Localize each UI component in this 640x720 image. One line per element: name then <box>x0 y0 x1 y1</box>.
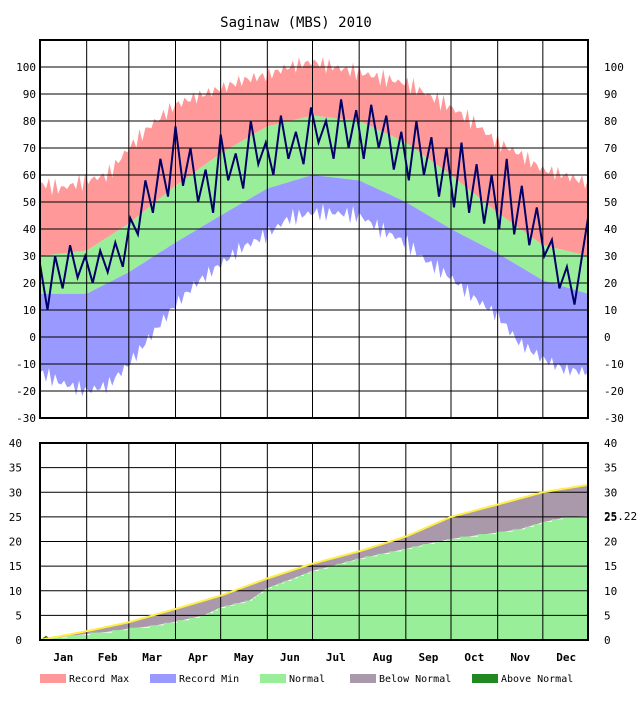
legend: Record Max Record Min Normal Below Normal Ab… <box>40 674 573 685</box>
month-label: Jan <box>53 651 73 664</box>
month-label: Nov <box>510 651 530 664</box>
y-tick-label-left: 30 <box>23 250 36 263</box>
y-tick-label-right: 100 <box>604 61 624 74</box>
y-tick-label-right: 35 <box>604 462 617 475</box>
y-tick-label-right: 25 <box>604 511 617 524</box>
y-tick-label-left: 100 <box>16 61 36 74</box>
y-tick-label-left: 0 <box>29 331 36 344</box>
y-tick-label-right: 30 <box>604 250 617 263</box>
y-tick-label-left: 20 <box>23 277 36 290</box>
chart-title: Saginaw (MBS) 2010 <box>220 15 372 31</box>
y-tick-label-left: 40 <box>23 223 36 236</box>
y-tick-label-left: 10 <box>23 304 36 317</box>
y-tick-label-right: 5 <box>604 609 611 622</box>
legend-label: Record Min <box>179 674 239 685</box>
y-tick-label-left: -10 <box>16 358 36 371</box>
legend-label: Record Max <box>69 674 129 685</box>
y-tick-label-right: 50 <box>604 196 617 209</box>
normal-precip-line <box>39 483 589 641</box>
legend-label: Above Normal <box>501 674 573 685</box>
temperature-frame <box>39 39 589 419</box>
y-tick-label-right: 10 <box>604 304 617 317</box>
y-tick-label-right: 0 <box>604 331 611 344</box>
y-tick-label-right: 15 <box>604 560 617 573</box>
y-tick-label-right: 90 <box>604 88 617 101</box>
month-label: Jun <box>280 651 300 664</box>
y-tick-label-right: 10 <box>604 585 617 598</box>
y-tick-label-left: -30 <box>16 412 36 425</box>
y-tick-label-left: -20 <box>16 385 36 398</box>
observed-temperature-line <box>39 99 589 311</box>
month-label: Apr <box>188 651 208 664</box>
y-tick-label-left: 5 <box>15 609 22 622</box>
precipitation-plot <box>39 442 589 641</box>
y-tick-label-left: 50 <box>23 196 36 209</box>
month-label: Sep <box>418 651 438 664</box>
y-tick-label-left: 20 <box>9 536 22 549</box>
precipitation-frame <box>39 442 589 641</box>
y-tick-label-left: 70 <box>23 142 36 155</box>
month-label: Aug <box>373 651 393 664</box>
legend-swatch <box>260 674 286 683</box>
month-label: Jul <box>326 651 346 664</box>
y-tick-label-left: 80 <box>23 115 36 128</box>
month-label: Mar <box>142 651 162 664</box>
y-tick-label-left: 35 <box>9 462 22 475</box>
y-tick-label-right: 40 <box>604 223 617 236</box>
last-value-label: 25.22 <box>604 510 637 523</box>
legend-swatch <box>150 674 176 683</box>
y-tick-label-left: 15 <box>9 560 22 573</box>
y-tick-label-left: 10 <box>9 585 22 598</box>
month-label: Feb <box>98 651 118 664</box>
month-label: May <box>234 651 254 664</box>
month-label: Oct <box>464 651 484 664</box>
y-tick-label-left: 30 <box>9 486 22 499</box>
legend-swatch <box>472 674 498 683</box>
observed-precip-area <box>40 515 588 640</box>
legend-label: Below Normal <box>379 674 451 685</box>
y-tick-label-right: 40 <box>604 437 617 450</box>
y-tick-label-left: 60 <box>23 169 36 182</box>
y-tick-label-right: 80 <box>604 115 617 128</box>
y-tick-label-right: -10 <box>604 358 624 371</box>
legend-swatch <box>40 674 66 683</box>
legend-swatch <box>350 674 376 683</box>
y-tick-label-right: -20 <box>604 385 624 398</box>
y-tick-label-left: 0 <box>15 634 22 647</box>
y-tick-label-left: 40 <box>9 437 22 450</box>
legend-label: Normal <box>289 674 325 685</box>
y-tick-label-right: 0 <box>604 634 611 647</box>
month-label: Dec <box>556 651 576 664</box>
y-tick-label-right: 70 <box>604 142 617 155</box>
y-tick-label-left: 90 <box>23 88 36 101</box>
temperature-plot <box>39 39 589 419</box>
y-tick-label-right: 20 <box>604 536 617 549</box>
y-tick-label-right: 30 <box>604 486 617 499</box>
y-tick-label-right: 20 <box>604 277 617 290</box>
y-tick-label-right: 60 <box>604 169 617 182</box>
y-tick-label-right: -30 <box>604 412 624 425</box>
y-tick-label-left: 25 <box>9 511 22 524</box>
